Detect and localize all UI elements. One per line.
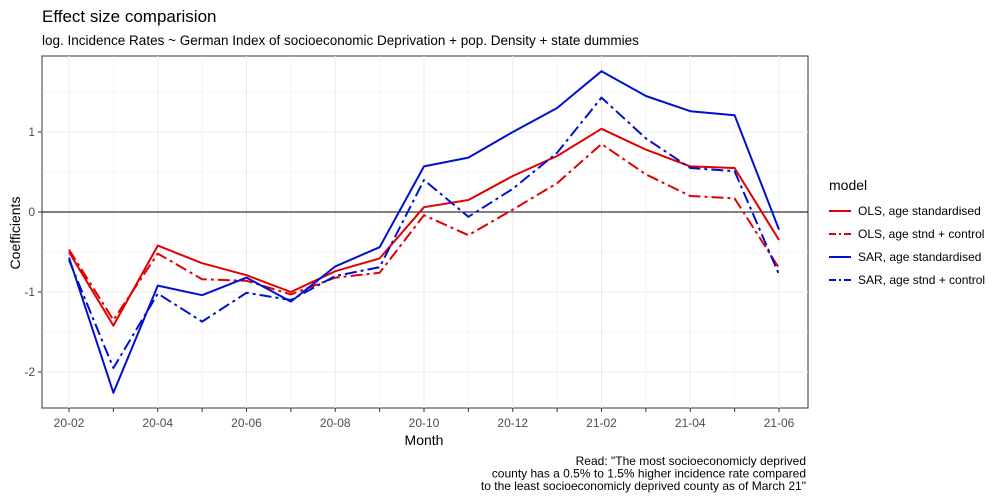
caption-line: county has a 0.5% to 1.5% higher inciden… (492, 467, 806, 481)
y-tick-label: -2 (24, 365, 35, 379)
x-tick-label: 21-06 (764, 416, 795, 430)
series-line-2 (68, 143, 780, 321)
series-line-1 (68, 127, 780, 327)
x-tick-label: 21-02 (586, 416, 617, 430)
legend-label-3: SAR, age standardised (858, 250, 981, 264)
plot-panel (41, 55, 809, 409)
legend-title: model (829, 177, 867, 193)
y-axis-title: Coefficients (7, 197, 23, 270)
legend-label-1: OLS, age standardised (858, 204, 981, 218)
x-tick-label: 20-12 (497, 416, 528, 430)
x-tick-label: 20-08 (320, 416, 351, 430)
caption-line: to the least socioeconomicly deprived co… (481, 479, 806, 493)
caption: Read: "The most socioeconomicly deprived… (481, 454, 806, 493)
series-line-3 (68, 70, 780, 394)
legend: model OLS, age standardised OLS, age stnd… (829, 177, 985, 287)
y-tick-label: 0 (28, 205, 35, 219)
caption-line: Read: "The most socioeconomicly deprived (576, 454, 806, 468)
y-tick-label: 1 (28, 125, 35, 139)
chart-title: Effect size comparision (42, 7, 216, 26)
x-tick-label: 20-02 (54, 416, 85, 430)
chart-subtitle: log. Incidence Rates ~ German Index of s… (42, 33, 639, 48)
x-tick-label: 21-04 (675, 416, 706, 430)
legend-label-4: SAR, age stnd + control (858, 273, 985, 287)
axes: 20-02 20-04 20-06 20-08 20-10 20-12 21-02 21-04… (24, 125, 794, 430)
x-tick-label: 20-06 (231, 416, 262, 430)
panel-border (41, 55, 809, 409)
series-layer (42, 70, 808, 394)
y-tick-label: -1 (24, 285, 35, 299)
legend-label-2: OLS, age stnd + control (858, 227, 984, 241)
series-line-4 (68, 96, 780, 369)
x-tick-label: 20-04 (142, 416, 173, 430)
x-tick-label: 20-10 (409, 416, 440, 430)
x-axis-title: Month (405, 432, 444, 448)
